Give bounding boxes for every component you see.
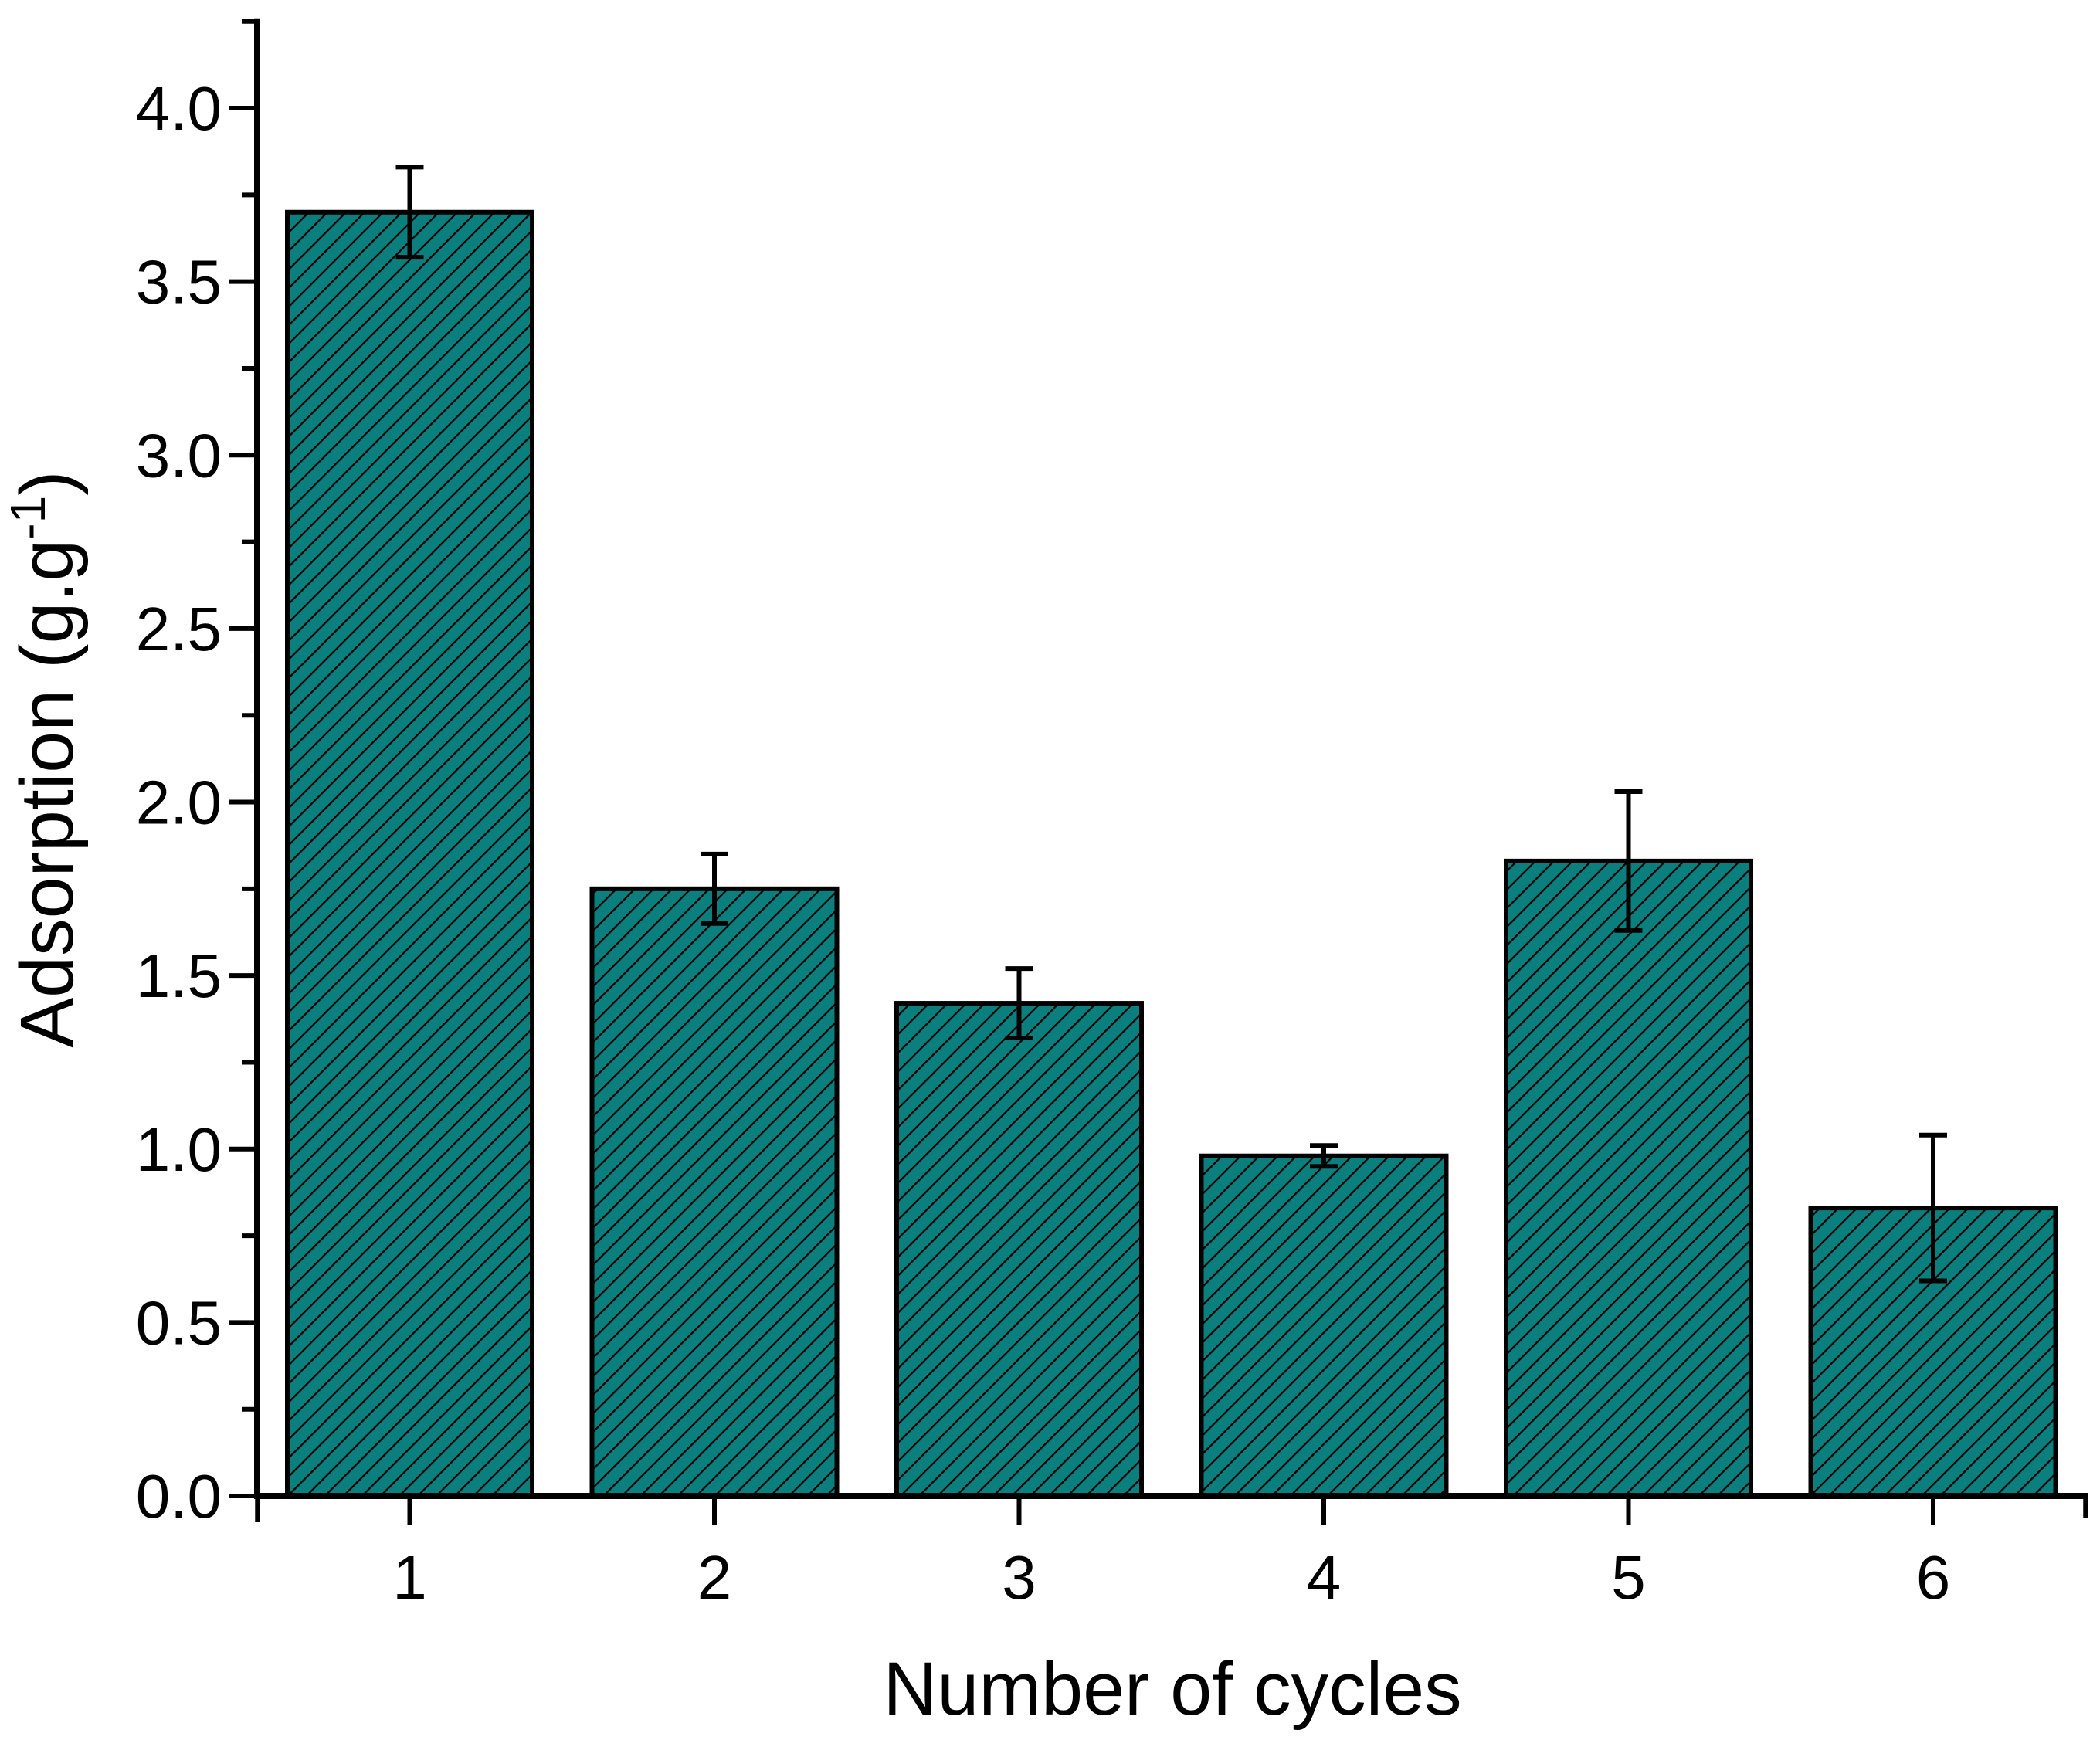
y-axis-title-superscript: -1 — [0, 496, 56, 540]
bar-cycle-2-hatch — [592, 888, 837, 1496]
y-tick-label-0.0: 0.0 — [136, 1462, 222, 1531]
y-tick-label-3.0: 3.0 — [136, 421, 222, 490]
y-tick-label-1.5: 1.5 — [136, 941, 222, 1010]
y-tick-label-2.5: 2.5 — [136, 595, 222, 663]
x-tick-label-5: 5 — [1611, 1543, 1646, 1612]
x-tick-label-4: 4 — [1307, 1543, 1342, 1612]
bar-cycle-5-hatch — [1506, 860, 1751, 1496]
bar-cycle-4-hatch — [1201, 1155, 1447, 1496]
y-tick-label-3.5: 3.5 — [136, 248, 222, 317]
x-axis-title: Number of cycles — [883, 1647, 1461, 1731]
tick-labels-layer: 0.0 0.5 1.0 1.5 2.0 2.5 3.0 3.5 4.0 1 2 3 4 5 6 — [136, 74, 1950, 1612]
y-axis-title-close: ) — [5, 470, 89, 495]
y-axis-title-main: Adsorption (g.g — [5, 540, 89, 1048]
axes-layer — [229, 18, 2088, 1525]
x-tick-label-6: 6 — [1916, 1543, 1951, 1612]
y-tick-label-0.5: 0.5 — [136, 1288, 222, 1357]
bars-layer — [285, 209, 2058, 1499]
y-tick-label-2.0: 2.0 — [136, 768, 222, 837]
bar-cycle-1-hatch — [287, 212, 532, 1496]
y-tick-label-4.0: 4.0 — [136, 74, 222, 143]
y-axis-title: Adsorption (g.g-1) — [0, 470, 89, 1047]
x-tick-label-1: 1 — [392, 1543, 427, 1612]
y-tick-label-1.0: 1.0 — [136, 1115, 222, 1184]
error-bars-layer — [395, 165, 1947, 1284]
bar-cycle-3-hatch — [897, 1003, 1142, 1496]
x-tick-label-2: 2 — [697, 1543, 732, 1612]
x-tick-label-3: 3 — [1002, 1543, 1036, 1612]
